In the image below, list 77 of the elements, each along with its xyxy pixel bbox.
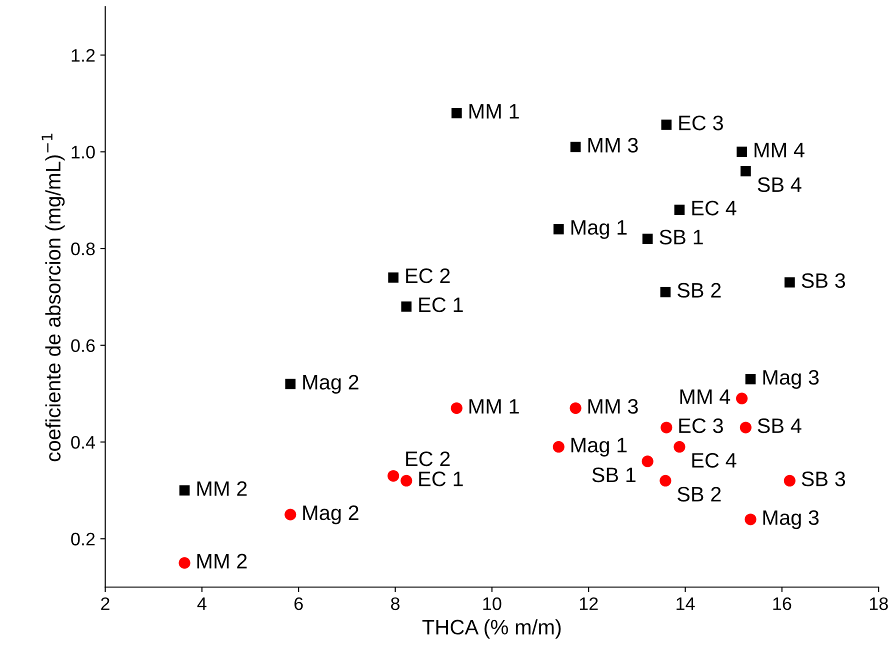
data-label: SB 1 bbox=[660, 230, 703, 244]
point bbox=[553, 224, 564, 234]
point bbox=[784, 277, 795, 288]
point bbox=[745, 374, 756, 384]
point bbox=[660, 422, 672, 434]
point bbox=[674, 204, 685, 216]
point bbox=[552, 441, 564, 453]
point bbox=[784, 474, 796, 487]
point bbox=[570, 402, 582, 414]
data-label: EC 4 bbox=[692, 452, 736, 468]
x-tick-label: 10 bbox=[483, 597, 502, 610]
point bbox=[450, 402, 462, 414]
data-label: MM 2 bbox=[197, 554, 247, 568]
point bbox=[400, 474, 412, 487]
data-label: SB 4 bbox=[758, 418, 802, 434]
point bbox=[744, 514, 756, 526]
y-tick-label: 1.0 bbox=[72, 146, 95, 159]
x-tick-label: 4 bbox=[197, 598, 206, 610]
data-label: Mag 1 bbox=[571, 438, 627, 457]
x-tick-label: 2 bbox=[101, 597, 110, 610]
data-label: EC 1 bbox=[419, 472, 463, 486]
y-axis-title: coeficiente de absorcion (mg/mL)$^{−1}$ bbox=[42, 134, 65, 462]
data-label: MM 3 bbox=[588, 399, 638, 414]
x-tick-label: 6 bbox=[294, 597, 303, 610]
y-tick-label: 0.2 bbox=[71, 532, 95, 546]
data-label: EC 4 bbox=[692, 200, 736, 216]
point bbox=[388, 272, 398, 283]
data-label: MM 1 bbox=[469, 399, 519, 414]
point bbox=[178, 557, 190, 569]
data-label: SB 4 bbox=[758, 177, 802, 192]
data-label: Mag 2 bbox=[303, 374, 358, 394]
point bbox=[284, 508, 296, 520]
x-tick-label: 18 bbox=[870, 597, 888, 610]
point bbox=[736, 146, 747, 157]
data-label: SB 2 bbox=[678, 282, 721, 298]
data-label: MM 2 bbox=[197, 481, 247, 496]
point bbox=[674, 441, 686, 453]
data-label: EC 1 bbox=[419, 297, 463, 312]
x-axis-title: THCA (% m/m) bbox=[422, 619, 561, 639]
data-label: MM 4 bbox=[680, 390, 730, 404]
data-label: EC 2 bbox=[406, 451, 450, 466]
y-tick-label: 0.6 bbox=[71, 339, 95, 352]
point bbox=[401, 301, 412, 312]
point bbox=[736, 392, 748, 404]
x-tick-label: 12 bbox=[580, 597, 598, 610]
y-tick-label: 0.8 bbox=[71, 242, 95, 256]
data-label: Mag 3 bbox=[763, 370, 819, 389]
y-tick-label: 0.4 bbox=[71, 436, 96, 449]
point bbox=[740, 422, 752, 434]
y-tick-label: 1.2 bbox=[72, 49, 95, 62]
data-label: SB 3 bbox=[802, 472, 846, 486]
data-label: EC 3 bbox=[679, 418, 723, 434]
point bbox=[660, 474, 672, 487]
data-label: Mag 2 bbox=[303, 505, 358, 524]
x-tick-label: 16 bbox=[773, 597, 792, 610]
data-label: SB 1 bbox=[592, 467, 636, 482]
data-label: MM 3 bbox=[588, 138, 638, 153]
point bbox=[661, 120, 672, 130]
data-label: MM 1 bbox=[469, 104, 519, 119]
point bbox=[285, 378, 296, 390]
data-label: EC 2 bbox=[406, 268, 450, 284]
data-label: Mag 1 bbox=[571, 220, 627, 239]
point bbox=[642, 456, 654, 468]
x-tick-label: 8 bbox=[391, 597, 400, 610]
point bbox=[660, 286, 671, 298]
data-label: MM 4 bbox=[754, 142, 804, 158]
data-label: Mag 3 bbox=[763, 510, 819, 530]
data-label: SB 3 bbox=[802, 273, 846, 288]
point bbox=[740, 166, 751, 176]
point bbox=[179, 485, 190, 496]
data-label: SB 2 bbox=[678, 486, 721, 502]
data-label: EC 3 bbox=[679, 116, 723, 130]
point bbox=[570, 142, 581, 152]
point bbox=[388, 470, 400, 482]
point bbox=[452, 108, 462, 118]
point bbox=[642, 234, 653, 244]
x-tick-label: 14 bbox=[676, 598, 695, 610]
